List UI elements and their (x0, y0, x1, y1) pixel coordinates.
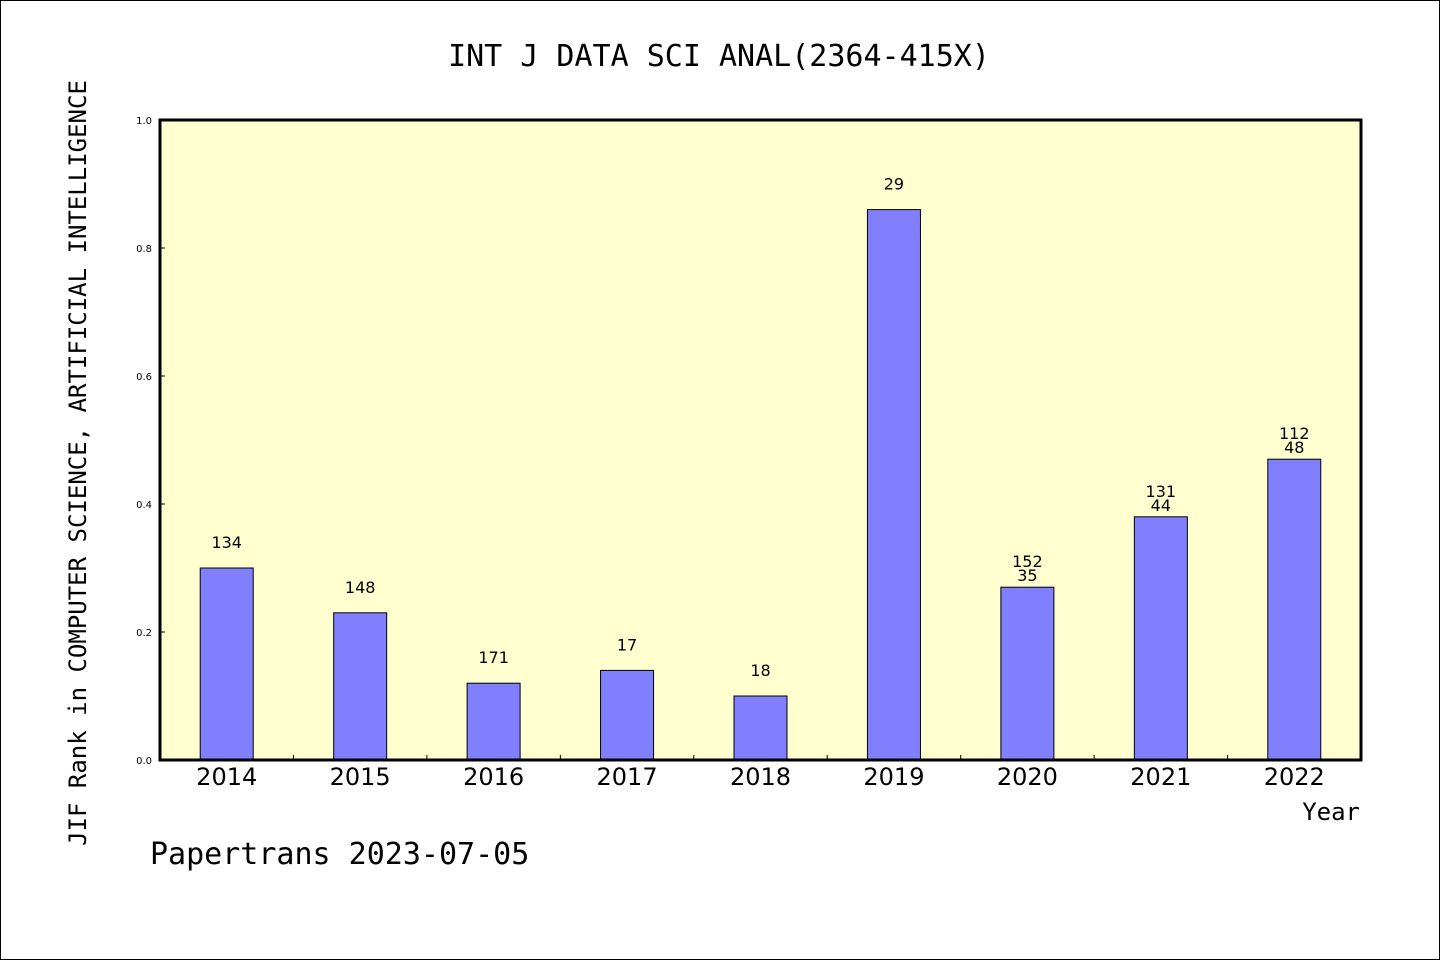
x-tick-labels: 2014 2015 2016 2017 2018 2019 2020 2021 2022 (196, 763, 1325, 791)
bar-2015 (333, 612, 388, 761)
data-label-2021-1: 131 (1146, 482, 1177, 501)
data-label-2016-1: 171 (478, 648, 509, 667)
data-label-2021-2: 44 (1151, 496, 1171, 515)
chart-title: INT J DATA SCI ANAL(2364-415X) (448, 39, 990, 74)
x-tick-label-2022: 2022 (1264, 763, 1325, 791)
bar-2019 (866, 209, 921, 761)
footer-text: Papertrans 2023-07-05 (150, 837, 529, 872)
x-tick-label-2016: 2016 (463, 763, 524, 791)
y-tick-label-0.2: 0.2 (136, 628, 152, 639)
y-axis-label: JIF Rank in COMPUTER SCIENCE, ARTIFICIAL… (64, 80, 92, 846)
x-axis-label: Year (1302, 798, 1360, 826)
y-tick-label-0.4: 0.4 (136, 500, 152, 511)
x-tick-label-2021: 2021 (1130, 763, 1191, 791)
data-label-2019-1: 29 (884, 175, 904, 194)
bars (199, 209, 1322, 761)
x-tick-label-2018: 2018 (730, 763, 791, 791)
x-tick-label-2020: 2020 (997, 763, 1058, 791)
data-label-2015-1: 148 (345, 578, 376, 597)
plot-border (158, 118, 1363, 762)
data-label-2020-2: 35 (1017, 566, 1037, 585)
data-label-2020-1: 152 (1012, 552, 1043, 571)
data-label-2022-2: 48 (1284, 438, 1304, 457)
x-tick-label-2014: 2014 (196, 763, 257, 791)
y-tick-label-0.0: 0.0 (136, 756, 152, 767)
data-label-2018-1: 18 (750, 661, 770, 680)
x-tick-label-2015: 2015 (330, 763, 391, 791)
data-label-2022-1: 112 (1279, 424, 1310, 443)
bar-2017 (600, 669, 655, 761)
bar-2022 (1267, 458, 1322, 761)
x-tick-label-2019: 2019 (863, 763, 924, 791)
bar-2018 (733, 695, 788, 761)
bar-2021 (1133, 516, 1188, 761)
y-tick-label-0.8: 0.8 (136, 244, 152, 255)
data-label-2014-1: 134 (211, 533, 242, 552)
x-tick-label-2017: 2017 (597, 763, 658, 791)
bar-2016 (466, 682, 521, 761)
bar-2014 (199, 567, 254, 761)
bar-2020 (1000, 586, 1055, 761)
y-tick-labels: 0.0 0.2 0.4 0.6 0.8 1.0 (136, 116, 152, 767)
data-label-2017-1: 17 (617, 635, 637, 654)
y-tick-label-0.6: 0.6 (136, 372, 152, 383)
y-tick-label-1.0: 1.0 (136, 116, 152, 127)
